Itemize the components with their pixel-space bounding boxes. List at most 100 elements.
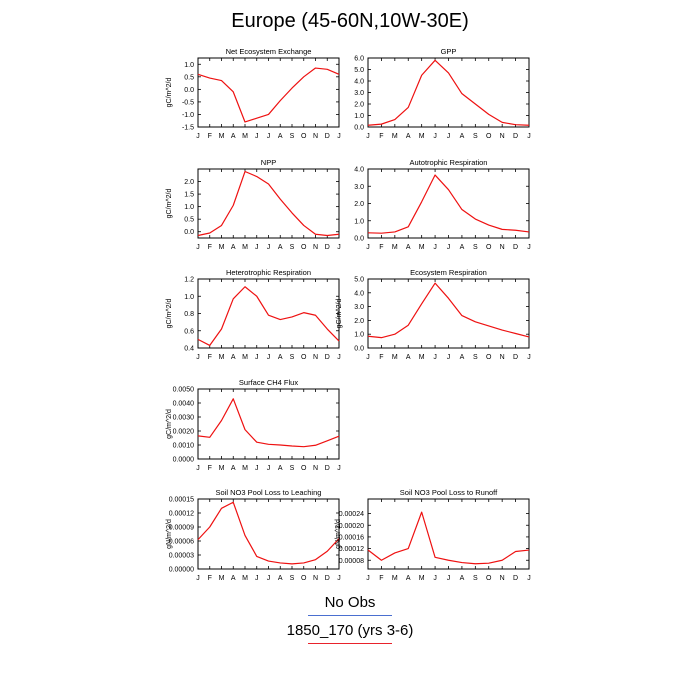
y-tick-label: 0.8 [184, 311, 194, 318]
y-tick-label: 0.0020 [173, 429, 195, 436]
x-tick-label: M [392, 575, 398, 582]
x-tick-label: M [219, 354, 225, 361]
y-tick-label: 0.0 [184, 87, 194, 94]
series-line [367, 174, 530, 234]
y-tick-label: -1.5 [182, 125, 194, 132]
x-tick-label: J [337, 133, 341, 140]
y-tick-label: 1.5 [184, 192, 194, 199]
x-tick-label: S [473, 575, 478, 582]
x-tick-label: J [267, 465, 271, 472]
x-tick-label: F [379, 354, 383, 361]
x-tick-label: J [196, 465, 200, 472]
plot-frame [197, 278, 340, 349]
y-axis-label: gC/m^2/d [166, 299, 173, 329]
y-tick-label: 3.0 [354, 90, 364, 97]
x-tick-label: F [208, 354, 212, 361]
y-tick-label: 0.0040 [173, 401, 195, 408]
x-tick-label: D [325, 465, 330, 472]
x-tick-label: J [196, 575, 200, 582]
x-tick-label: J [433, 244, 437, 251]
x-tick-label: A [278, 575, 283, 582]
series-line [367, 282, 530, 339]
x-tick-label: N [500, 133, 505, 140]
x-tick-label: N [313, 465, 318, 472]
y-tick-label: 0.0 [354, 236, 364, 243]
x-tick-label: J [267, 354, 271, 361]
x-tick-label: O [486, 354, 492, 361]
x-tick-label: O [486, 133, 492, 140]
x-tick-label: N [313, 133, 318, 140]
x-tick-label: M [392, 354, 398, 361]
x-tick-label: A [460, 575, 465, 582]
x-tick-label: A [460, 244, 465, 251]
x-tick-label: D [513, 244, 518, 251]
x-tick-label: A [406, 354, 411, 361]
y-tick-label: 0.00003 [169, 553, 194, 560]
x-tick-label: M [419, 354, 425, 361]
legend-label-obs: No Obs [324, 594, 376, 611]
series-line [197, 67, 340, 123]
y-tick-label: 0.0050 [173, 387, 195, 394]
y-tick-label: 0.5 [184, 74, 194, 81]
y-tick-label: 0.00015 [169, 497, 194, 504]
x-tick-label: J [255, 244, 259, 251]
x-tick-label: S [290, 354, 295, 361]
x-tick-label: A [231, 465, 236, 472]
x-tick-label: F [379, 244, 383, 251]
y-tick-label: -1.0 [182, 112, 194, 119]
x-tick-label: O [486, 244, 492, 251]
x-tick-label: O [301, 354, 307, 361]
x-tick-label: J [447, 133, 451, 140]
x-tick-label: A [278, 465, 283, 472]
y-tick-label: 0.00009 [169, 525, 194, 532]
x-tick-label: N [313, 244, 318, 251]
x-tick-label: J [447, 244, 451, 251]
y-tick-label: 3.0 [354, 304, 364, 311]
panel-title: Soil NO3 Pool Loss to Runoff [400, 488, 498, 497]
legend-item-obs: No Obs [250, 594, 450, 616]
chart-panel-8: Soil NO3 Pool Loss to Runoff J F M A M J J A S O N D… [335, 488, 531, 582]
x-tick-label: F [208, 465, 212, 472]
y-tick-label: 5.0 [354, 67, 364, 74]
x-tick-label: A [406, 133, 411, 140]
x-tick-label: M [419, 133, 425, 140]
y-axis-label: gC/m^2/d [166, 189, 173, 219]
y-tick-label: 1.0 [184, 62, 194, 69]
x-tick-label: J [337, 244, 341, 251]
x-tick-label: J [255, 354, 259, 361]
panel-title: GPP [441, 47, 457, 56]
x-tick-label: A [231, 133, 236, 140]
x-tick-label: A [460, 354, 465, 361]
y-tick-label: 0.5 [184, 217, 194, 224]
y-tick-label: 1.0 [184, 294, 194, 301]
y-tick-label: 0.00012 [169, 511, 194, 518]
x-tick-label: M [242, 354, 248, 361]
x-tick-label: D [325, 575, 330, 582]
x-tick-label: M [392, 133, 398, 140]
x-tick-label: J [267, 575, 271, 582]
x-tick-label: O [486, 575, 492, 582]
x-tick-label: S [473, 244, 478, 251]
y-tick-label: 2.0 [184, 179, 194, 186]
x-tick-label: S [290, 465, 295, 472]
panel-title: Ecosystem Respiration [410, 268, 487, 277]
x-tick-label: S [290, 575, 295, 582]
y-tick-label: 2.0 [354, 318, 364, 325]
x-tick-label: A [460, 133, 465, 140]
x-tick-label: D [513, 575, 518, 582]
plot-frame [367, 57, 530, 128]
x-tick-label: N [500, 244, 505, 251]
panel-title: Surface CH4 Flux [239, 378, 298, 387]
panel-title: Autotrophic Respiration [410, 158, 488, 167]
y-tick-label: 0.00016 [339, 534, 364, 541]
legend-item-model: 1850_170 (yrs 3-6) [250, 622, 450, 644]
x-tick-label: F [379, 575, 383, 582]
y-tick-label: 1.0 [354, 113, 364, 120]
panel-title: NPP [261, 158, 276, 167]
x-tick-label: J [196, 244, 200, 251]
y-tick-label: 4.0 [354, 290, 364, 297]
x-tick-label: F [208, 575, 212, 582]
